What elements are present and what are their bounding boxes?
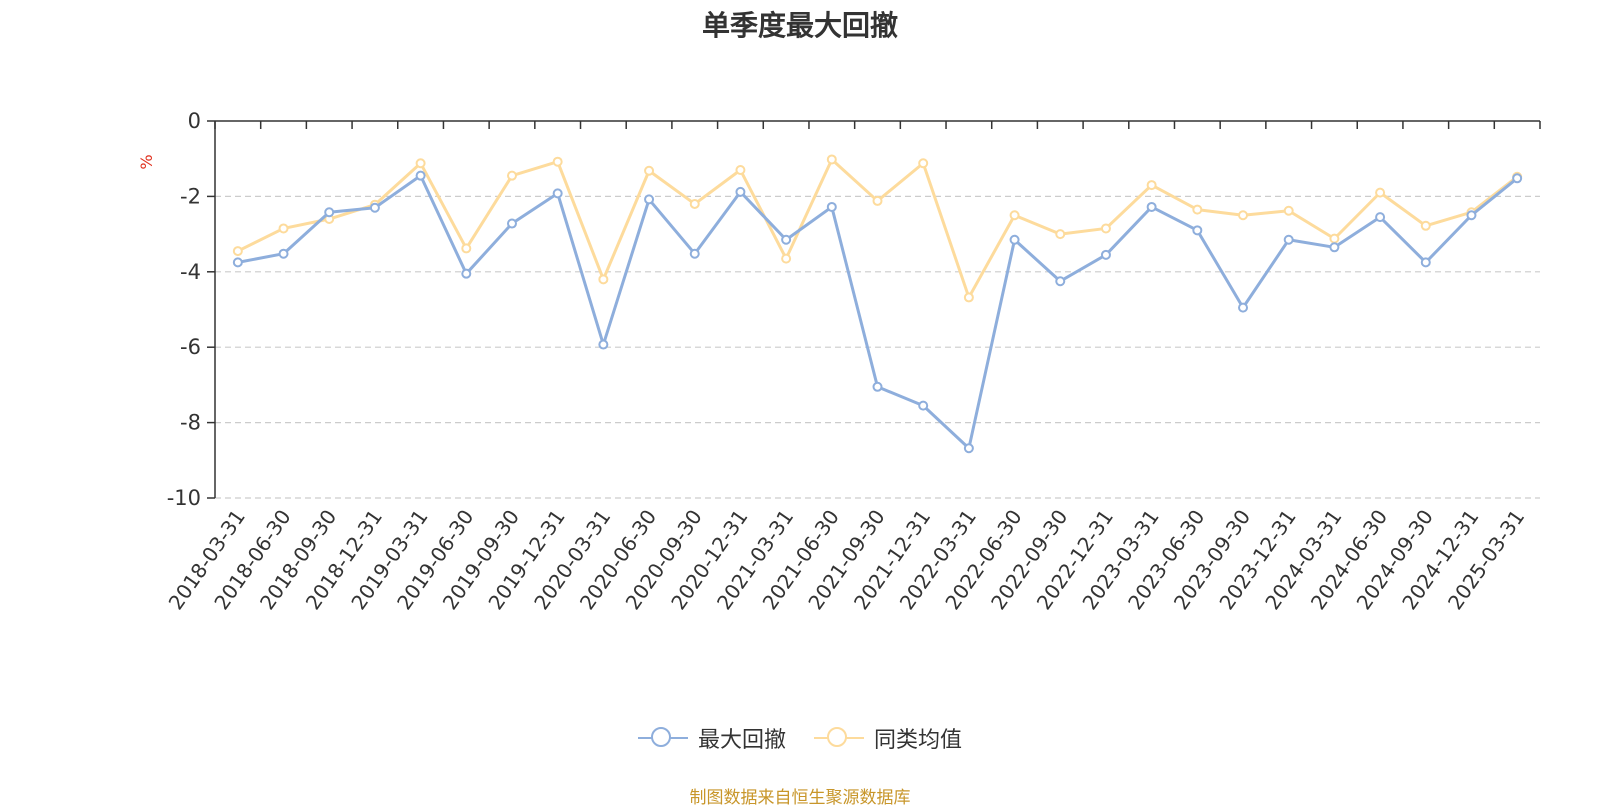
legend: 最大回撤 同类均值 [0, 722, 1600, 754]
legend-line-circle-icon [637, 726, 688, 750]
y-tick-label: 0 [188, 109, 201, 133]
data-point-max-drawdown [1055, 276, 1066, 287]
data-point-peer-average [1192, 204, 1203, 215]
data-point-max-drawdown [735, 186, 746, 197]
data-point-max-drawdown [689, 248, 700, 259]
y-tick-label: -6 [180, 335, 201, 359]
data-point-max-drawdown [1420, 257, 1431, 268]
data-point-max-drawdown [552, 188, 563, 199]
data-point-max-drawdown [1329, 242, 1340, 253]
data-point-peer-average [872, 195, 883, 206]
legend-label: 同类均值 [874, 728, 963, 753]
data-point-peer-average [781, 253, 792, 264]
data-point-peer-average [598, 274, 609, 285]
y-axis-unit-label: % [137, 154, 156, 169]
data-point-max-drawdown [278, 248, 289, 259]
data-point-max-drawdown [415, 170, 426, 181]
data-point-max-drawdown [232, 257, 243, 268]
y-tick-label: -2 [180, 184, 201, 208]
data-point-peer-average [232, 246, 243, 257]
data-point-peer-average [1238, 210, 1249, 221]
legend-label: 最大回撤 [697, 728, 786, 753]
data-point-max-drawdown [1238, 302, 1249, 313]
data-point-max-drawdown [324, 207, 335, 218]
y-tick-label: -8 [180, 411, 201, 435]
legend-item-peer-average[interactable]: 同类均值 [814, 722, 962, 754]
data-point-peer-average [826, 154, 837, 165]
data-point-peer-average [1146, 180, 1157, 191]
series-line-max-drawdown [237, 174, 1519, 450]
data-point-max-drawdown [644, 194, 655, 205]
data-point-max-drawdown [461, 268, 472, 279]
line-chart: 0-2-4-6-8-102018-03-312018-06-302018-09-… [137, 109, 1541, 614]
data-point-max-drawdown [598, 339, 609, 350]
data-point-max-drawdown [826, 201, 837, 212]
data-point-max-drawdown [918, 400, 929, 411]
data-point-max-drawdown [1283, 234, 1294, 245]
series-line-peer-average [237, 157, 1519, 299]
data-point-max-drawdown [1375, 212, 1386, 223]
data-point-peer-average [506, 170, 517, 181]
data-point-max-drawdown [1512, 173, 1523, 184]
source-note: 制图数据来自恒生聚源数据库 [689, 788, 911, 808]
data-point-max-drawdown [781, 234, 792, 245]
data-point-peer-average [1283, 205, 1294, 216]
data-point-max-drawdown [1100, 249, 1111, 260]
y-tick-label: -10 [167, 486, 201, 510]
data-point-peer-average [644, 165, 655, 176]
data-point-peer-average [963, 292, 974, 303]
data-point-max-drawdown [1466, 210, 1477, 221]
data-point-max-drawdown [872, 381, 883, 392]
data-point-peer-average [278, 223, 289, 234]
data-point-max-drawdown [1192, 225, 1203, 236]
data-point-max-drawdown [1146, 201, 1157, 212]
data-point-peer-average [461, 243, 472, 254]
data-point-peer-average [689, 198, 700, 209]
data-point-peer-average [1100, 223, 1111, 234]
data-point-max-drawdown [1009, 234, 1020, 245]
data-point-peer-average [1420, 220, 1431, 231]
data-point-peer-average [1329, 233, 1340, 244]
data-point-max-drawdown [369, 202, 380, 213]
data-point-max-drawdown [963, 443, 974, 454]
data-point-peer-average [415, 158, 426, 169]
data-point-peer-average [918, 158, 929, 169]
data-point-peer-average [1055, 229, 1066, 240]
data-point-peer-average [1375, 187, 1386, 198]
legend-item-max-drawdown[interactable]: 最大回撤 [637, 722, 786, 754]
y-tick-label: -4 [180, 260, 201, 284]
data-point-peer-average [552, 156, 563, 167]
chart-title: 单季度最大回撤 [701, 9, 898, 42]
data-point-peer-average [735, 165, 746, 176]
legend-line-circle-icon [814, 726, 864, 750]
data-point-peer-average [1009, 210, 1020, 221]
data-point-max-drawdown [506, 218, 517, 229]
